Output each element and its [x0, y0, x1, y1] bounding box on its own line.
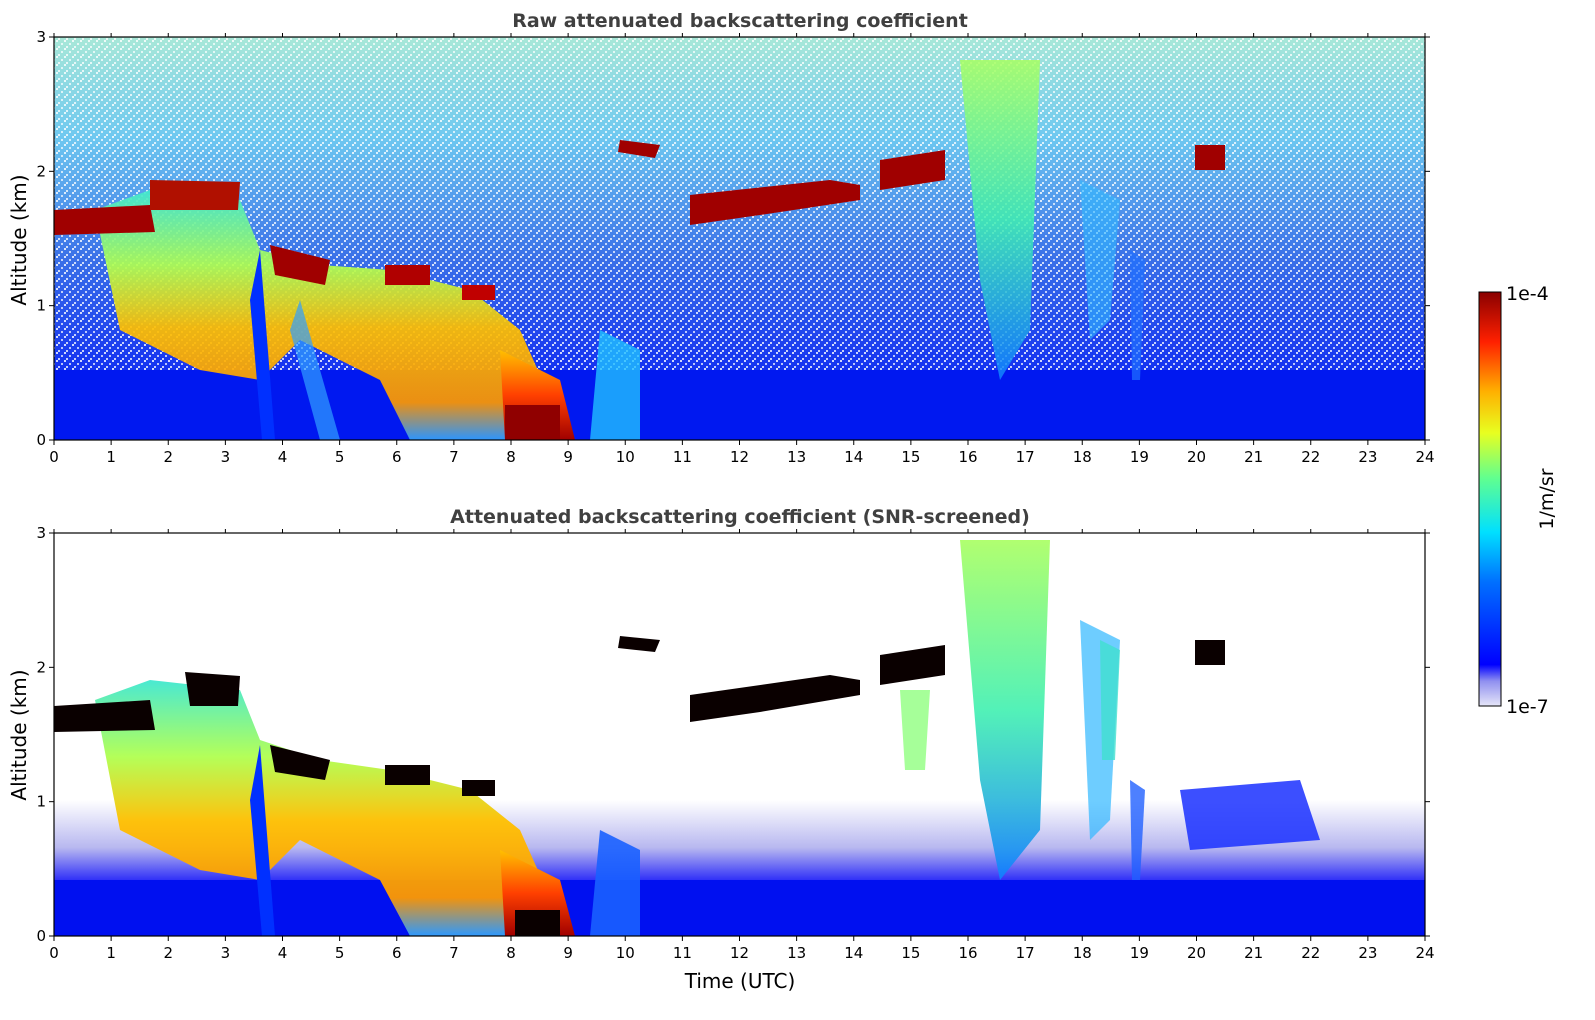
x-tick-label: 19	[1130, 944, 1149, 962]
y-tick-label: 1	[36, 297, 46, 315]
x-tick-label: 6	[392, 448, 402, 466]
x-tick-label: 15	[901, 448, 920, 466]
colorbar-max-label: 1e-4	[1506, 283, 1549, 305]
x-tick-label: 12	[730, 944, 749, 962]
panel-raw-axes: 0 1 2 3 4 5 6 7 8 9 10 11 12 13 14 15 16 17 18 19 20 21 22 23 24…	[36, 28, 1434, 466]
y-tick-label: 2	[36, 658, 46, 676]
panel-screened-xlabel: Time (UTC)	[684, 969, 796, 993]
x-tick-label: 17	[1016, 944, 1035, 962]
panel-screened: Attenuated backscattering coefficient (S…	[7, 506, 1435, 993]
x-tick-label: 23	[1358, 448, 1377, 466]
y-tick-label: 0	[36, 431, 46, 449]
y-tick-label: 1	[36, 793, 46, 811]
x-tick-label: 24	[1415, 944, 1434, 962]
x-tick-label: 3	[221, 944, 231, 962]
x-tick-label: 21	[1244, 448, 1263, 466]
x-tick-label: 16	[958, 448, 977, 466]
colorbar-gradient	[1478, 291, 1502, 707]
x-tick-label: 18	[1073, 944, 1092, 962]
panel-raw-title: Raw attenuated backscattering coefficien…	[512, 10, 968, 32]
x-tick-label: 6	[392, 944, 402, 962]
x-tick-label: 2	[163, 944, 173, 962]
x-tick-label: 19	[1130, 448, 1149, 466]
x-tick-label: 7	[449, 944, 459, 962]
x-tick-label: 22	[1301, 448, 1320, 466]
x-tick-label: 20	[1187, 448, 1206, 466]
colorbar: 1e-4 1e-7 1/m/sr	[1478, 283, 1558, 718]
x-tick-label: 14	[844, 944, 863, 962]
x-tick-label: 8	[506, 448, 516, 466]
y-tick-label: 3	[36, 524, 46, 542]
heatmap-screened	[54, 533, 1425, 936]
panel-screened-axes: 0 1 2 3 4 5 6 7 8 9 10 11 12 13 14 15 16 17 18 19 20 21 22 23 24…	[36, 524, 1434, 962]
x-tick-label: 11	[673, 448, 692, 466]
x-tick-label: 15	[901, 944, 920, 962]
x-tick-label: 4	[278, 944, 288, 962]
x-tick-label: 13	[787, 944, 806, 962]
x-tick-label: 1	[106, 944, 116, 962]
x-tick-label: 0	[49, 448, 59, 466]
x-tick-label: 23	[1358, 944, 1377, 962]
x-tick-label: 4	[278, 448, 288, 466]
x-tick-label: 8	[506, 944, 516, 962]
x-tick-label: 11	[673, 944, 692, 962]
x-tick-label: 5	[335, 448, 345, 466]
x-tick-label: 1	[106, 448, 116, 466]
x-tick-label: 7	[449, 448, 459, 466]
x-tick-label: 16	[958, 944, 977, 962]
x-tick-label: 14	[844, 448, 863, 466]
panel-raw-ylabel: Altitude (km)	[7, 174, 31, 305]
y-tick-label: 2	[36, 162, 46, 180]
x-tick-label: 9	[563, 944, 573, 962]
heatmap-raw	[54, 37, 1425, 440]
panel-screened-title: Attenuated backscattering coefficient (S…	[450, 506, 1030, 528]
x-tick-label: 12	[730, 448, 749, 466]
x-tick-label: 3	[221, 448, 231, 466]
x-tick-label: 21	[1244, 944, 1263, 962]
x-tick-label: 13	[787, 448, 806, 466]
x-tick-label: 10	[616, 448, 635, 466]
x-tick-label: 22	[1301, 944, 1320, 962]
x-tick-label: 10	[616, 944, 635, 962]
y-tick-label: 3	[36, 28, 46, 46]
colorbar-min-label: 1e-7	[1506, 696, 1549, 718]
panel-raw: Raw attenuated backscattering coefficien…	[7, 10, 1435, 466]
y-tick-label: 0	[36, 927, 46, 945]
colorbar-unit-label: 1/m/sr	[1536, 468, 1558, 529]
x-tick-label: 24	[1415, 448, 1434, 466]
x-tick-label: 5	[335, 944, 345, 962]
x-tick-label: 20	[1187, 944, 1206, 962]
x-tick-label: 18	[1073, 448, 1092, 466]
panel-screened-ylabel: Altitude (km)	[7, 669, 31, 800]
x-tick-label: 0	[49, 944, 59, 962]
x-tick-label: 17	[1016, 448, 1035, 466]
x-tick-label: 2	[163, 448, 173, 466]
x-tick-label: 9	[563, 448, 573, 466]
